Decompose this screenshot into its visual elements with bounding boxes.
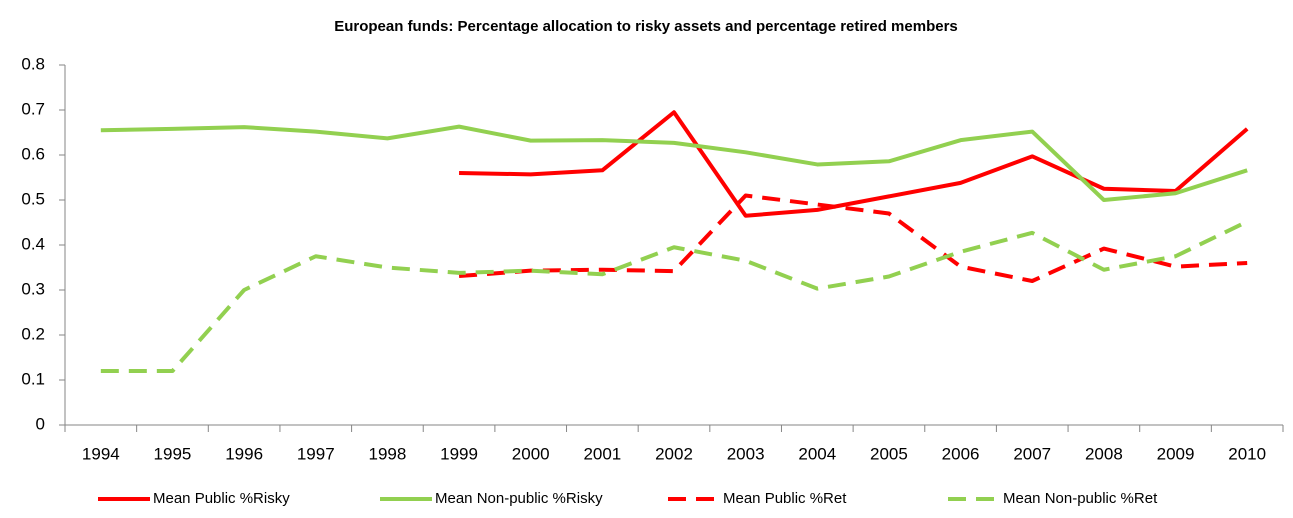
series-line [100,219,1249,373]
x-tick-label: 1995 [154,444,192,463]
x-tick-label: 2003 [727,444,765,463]
x-tick-label: 2006 [942,444,980,463]
x-tick-label: 2000 [512,444,550,463]
y-tick-label: 0.7 [21,99,45,118]
y-tick-label: 0.1 [21,369,45,388]
y-tick-label: 0.3 [21,279,45,298]
x-tick-label: 1996 [225,444,263,463]
x-tick-label: 2008 [1085,444,1123,463]
legend-label: Mean Public %Ret [723,490,847,507]
y-tick-label: 0.2 [21,324,45,343]
x-tick-label: 1999 [440,444,478,463]
x-tick-label: 1994 [82,444,120,463]
x-tick-label: 2010 [1228,444,1266,463]
y-tick-label: 0.4 [21,234,45,253]
chart-title: European funds: Percentage allocation to… [334,18,958,35]
x-tick-label: 2001 [583,444,621,463]
legend-label: Mean Non-public %Ret [1003,490,1158,507]
y-tick-label: 0.6 [21,144,45,163]
legend-label: Mean Non-public %Risky [435,490,603,507]
x-tick-label: 2007 [1013,444,1051,463]
x-tick-label: 2009 [1157,444,1195,463]
legend-label: Mean Public %Risky [153,490,290,507]
y-tick-label: 0.5 [21,189,45,208]
x-tick-label: 2004 [798,444,836,463]
series-line [100,124,1248,202]
x-tick-label: 2005 [870,444,908,463]
series-line [459,110,1249,218]
x-tick-label: 1997 [297,444,335,463]
x-tick-label: 2002 [655,444,693,463]
x-tick-label: 1998 [368,444,406,463]
series-line [458,193,1248,283]
y-tick-label: 0 [36,414,45,433]
y-tick-label: 0.8 [21,54,45,73]
